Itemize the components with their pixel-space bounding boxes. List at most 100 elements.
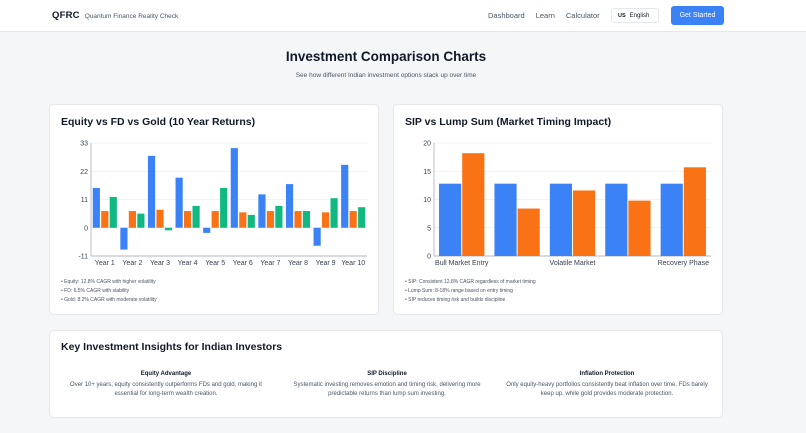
y-tick-label: 5 [427, 225, 431, 232]
x-tick-label: Year 9 [316, 260, 336, 267]
nav-calculator[interactable]: Calculator [565, 11, 600, 20]
y-tick-label: 0 [84, 225, 88, 232]
bar[interactable] [266, 211, 274, 228]
bar[interactable] [322, 212, 330, 228]
x-tick-label: Bull Market Entry [435, 260, 489, 267]
chart-notes: SIP: Consistent 12.8% CAGR regardless of… [405, 278, 536, 305]
x-tick-label: Year 7 [260, 260, 280, 267]
bar[interactable] [517, 208, 540, 256]
insight-text: Systematic investing removes emotion and… [293, 382, 481, 397]
bar[interactable] [211, 211, 219, 228]
bar[interactable] [494, 183, 517, 256]
x-tick-label: Year 5 [205, 260, 225, 267]
note-item: Gold: 8.2% CAGR with moderate volatility [61, 296, 157, 305]
bar[interactable] [358, 207, 366, 228]
x-tick-label: Year 4 [178, 260, 198, 267]
x-tick-label: Year 3 [150, 260, 170, 267]
bar[interactable] [628, 200, 651, 256]
bar[interactable] [660, 183, 683, 256]
y-tick-label: 22 [80, 169, 88, 176]
y-tick-label: 33 [80, 141, 88, 148]
bar[interactable] [313, 227, 321, 246]
bar[interactable] [239, 212, 247, 228]
bar[interactable] [92, 187, 100, 228]
bar[interactable] [156, 209, 164, 228]
x-tick-label: Year 6 [233, 260, 253, 267]
bar[interactable] [683, 167, 706, 256]
chart-notes: Equity: 12.8% CAGR with higher volatilit… [61, 278, 157, 305]
bar[interactable] [230, 148, 238, 228]
language-selector[interactable]: US English [611, 8, 659, 23]
y-tick-label: 0 [427, 254, 431, 261]
bar[interactable] [349, 211, 357, 228]
bar[interactable] [275, 205, 283, 228]
insight-heading: SIP Discipline [367, 371, 407, 377]
equity-fd-gold-chart: -11 0 11 22 33 Year 1 Year 2 Year 3 Year 4 Year 5… [78, 141, 367, 267]
brand[interactable]: QFRC Quantum Finance Reality Check [52, 10, 178, 21]
y-tick-label: -11 [78, 254, 88, 261]
y-tick-label: 10 [423, 197, 431, 204]
bar[interactable] [147, 155, 156, 228]
note-item: Equity: 12.8% CAGR with higher volatilit… [61, 278, 157, 287]
bar[interactable] [184, 211, 192, 228]
bar[interactable] [341, 164, 349, 228]
sip-vs-lumpsum-chart: 0 5 10 15 20 Bull Market Entry Volatile Market… [423, 141, 711, 267]
nav-learn[interactable]: Learn [535, 11, 555, 20]
chart-title: SIP vs Lump Sum (Market Timing Impact) [405, 116, 612, 128]
insight-text: Over 10+ years, equity consistently outp… [70, 382, 262, 397]
insights-card: Key Investment Insights for Indian Inves… [49, 330, 723, 418]
note-item: SIP: Consistent 12.8% CAGR regardless of… [405, 278, 536, 287]
x-tick-label: Year 8 [288, 260, 308, 267]
bar[interactable] [462, 153, 485, 256]
x-tick-label: Year 10 [341, 260, 365, 267]
bar[interactable] [192, 205, 200, 228]
bar[interactable] [330, 198, 338, 228]
note-item: Lump Sum: 8-18% range based on entry tim… [405, 287, 536, 296]
bar[interactable] [258, 194, 266, 228]
brand-name: Quantum Finance Reality Check [84, 13, 179, 20]
bar[interactable] [203, 227, 211, 233]
nav-dashboard[interactable]: Dashboard [488, 11, 525, 20]
bar[interactable] [101, 211, 109, 228]
bar[interactable] [137, 213, 145, 228]
insight-heading: Equity Advantage [140, 371, 192, 377]
x-tick-label: Year 1 [95, 260, 115, 267]
us-flag-icon: US [618, 12, 626, 19]
bar[interactable] [164, 227, 173, 231]
x-tick-label: Year 2 [122, 260, 142, 267]
y-tick-label: 15 [423, 169, 431, 176]
get-started-button[interactable]: Get Started [671, 6, 724, 25]
x-tick-label: Volatile Market [550, 260, 596, 267]
insight-text: Only equity-heavy portfolios consistentl… [506, 382, 708, 397]
bar[interactable] [573, 190, 596, 256]
bar[interactable] [120, 227, 128, 250]
bar[interactable] [294, 211, 302, 228]
insights-title: Key Investment Insights for Indian Inves… [61, 341, 283, 353]
insight-sip-discipline: SIP Discipline Systematic investing remo… [282, 371, 492, 399]
equity-fd-gold-card: Equity vs FD vs Gold (10 Year Returns) -… [49, 104, 379, 315]
y-tick-label: 20 [423, 141, 431, 148]
main-nav: Dashboard Learn Calculator [488, 11, 600, 20]
chart-title: Equity vs FD vs Gold (10 Year Returns) [61, 116, 256, 128]
bar[interactable] [175, 177, 183, 228]
bar[interactable] [247, 214, 255, 228]
language-label: English [629, 12, 650, 19]
insight-inflation-protection: Inflation Protection Only equity-heavy p… [502, 371, 712, 399]
note-item: FD: 6.5% CAGR with stability [61, 287, 157, 296]
x-tick-label: Recovery Phase [658, 260, 709, 267]
brand-logo[interactable]: QFRC [52, 10, 80, 21]
note-item: SIP reduces timing risk and builds disci… [405, 296, 536, 305]
top-navigation-bar: QFRC Quantum Finance Reality Check Dashb… [0, 0, 806, 32]
bar[interactable] [220, 187, 228, 228]
bar[interactable] [549, 183, 572, 256]
insight-equity-advantage: Equity Advantage Over 10+ years, equity … [61, 371, 271, 399]
bar[interactable] [128, 211, 136, 228]
bar[interactable] [285, 184, 294, 228]
y-tick-label: 11 [81, 197, 88, 204]
bar[interactable] [302, 211, 311, 228]
bar[interactable] [605, 183, 628, 256]
page-subtitle: See how different Indian investment opti… [295, 72, 477, 79]
insight-heading: Inflation Protection [579, 371, 635, 377]
bar[interactable] [109, 196, 117, 228]
bar[interactable] [439, 183, 462, 256]
